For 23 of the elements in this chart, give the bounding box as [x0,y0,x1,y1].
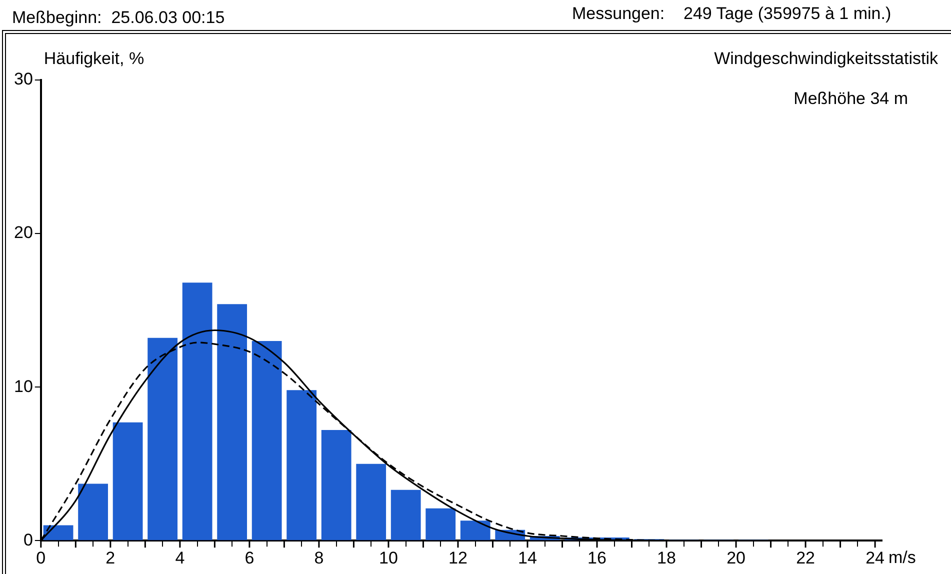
x-tick-label: 24 [866,548,885,568]
x-tick-label: 22 [796,548,815,568]
x-tick-label: 18 [657,548,676,568]
x-tick-label: 8 [314,548,324,568]
y-tick-label: 30 [14,70,33,89]
y-tick-label: 10 [14,376,33,396]
x-tick-label: 6 [244,548,254,568]
chart-title: Windgeschwindigkeitsstatistik [714,49,938,68]
x-tick-label: 2 [106,548,116,568]
text: Messungen: 249 Tage (359975 à 1 min.) [572,4,892,24]
x-tick-label: 16 [588,548,606,568]
x-tick-label: 12 [448,548,468,568]
x-tick-label: 10 [379,548,398,568]
x-tick-label: 4 [175,548,185,568]
y-tick-label: 20 [14,223,33,242]
text: Meßbeginn: 25.06.03 00:15 [12,8,225,28]
annotation: Meßhöhe 34 m [794,89,908,108]
x-tick-label: 14 [518,548,537,568]
x-tick-label: 0 [36,548,46,568]
x-axis-title: m/s [888,548,916,567]
x-tick-label: 20 [726,548,746,568]
y-axis-title: Häufigkeit, % [44,49,144,68]
y-tick-label: 0 [23,530,33,550]
